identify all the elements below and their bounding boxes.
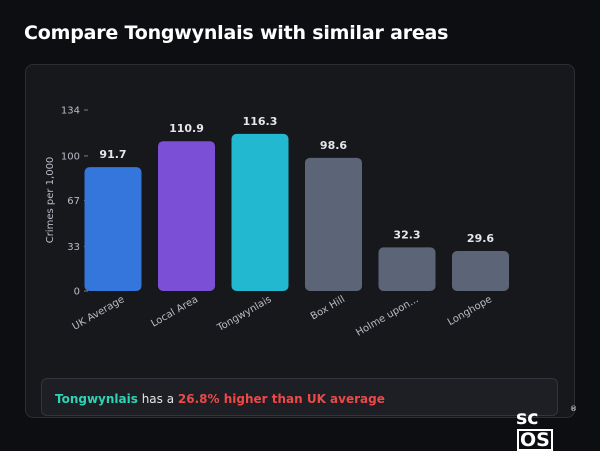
bar[interactable] — [305, 157, 362, 291]
x-category-label: Longhope — [446, 294, 494, 328]
bar-value-label: 91.7 — [99, 148, 126, 161]
bar[interactable] — [84, 167, 142, 291]
bar-value-label: 29.6 — [467, 232, 494, 245]
x-category-label: Local Area — [149, 294, 200, 330]
y-tick-label: 100 — [61, 151, 80, 162]
bar-value-label: 110.9 — [169, 122, 204, 135]
y-tick-label: 134 — [61, 106, 80, 117]
x-category-label: Box Hill — [309, 294, 347, 322]
x-category-label: Holme upon... — [354, 294, 420, 339]
bar[interactable] — [378, 247, 436, 291]
brand-registered: ® — [570, 405, 577, 413]
summary-text: has a — [137, 392, 178, 406]
bar-value-label: 98.6 — [320, 139, 347, 152]
bar-value-label: 116.3 — [243, 115, 278, 128]
bar[interactable] — [231, 133, 289, 291]
y-tick-label: 67 — [67, 196, 80, 207]
brand-logo: scOS ® — [516, 405, 577, 451]
bars — [84, 133, 509, 291]
summary-difference: 26.8% higher than UK average — [177, 392, 385, 406]
brand-prefix: sc — [516, 407, 539, 429]
y-tick-label: 0 — [74, 287, 80, 298]
bar-chart: 0 33 67 100 134 Crimes per 1,000 91.7 110.9 11… — [45, 106, 509, 339]
y-axis: 0 33 67 100 134 — [61, 106, 88, 298]
x-category-label: UK Average — [71, 294, 127, 333]
bar[interactable] — [452, 251, 509, 291]
x-category-label: Tongwynlais — [215, 294, 274, 334]
bar-value-label: 32.3 — [393, 228, 420, 241]
x-axis: UK Average Local Area Tongwynlais Box Hill H… — [71, 294, 494, 339]
page-title: Compare Tongwynlais with similar areas — [24, 22, 449, 44]
brand-boxed: OS — [517, 429, 553, 451]
y-axis-label: Crimes per 1,000 — [45, 157, 56, 244]
summary-area-name: Tongwynlais — [55, 392, 138, 406]
bar[interactable] — [158, 141, 215, 291]
value-labels: 91.7 110.9 116.3 98.6 32.3 29.6 — [99, 115, 494, 245]
summary-banner: Tongwynlais has a 26.8% higher than UK a… — [41, 378, 558, 416]
y-tick-label: 33 — [67, 242, 80, 253]
